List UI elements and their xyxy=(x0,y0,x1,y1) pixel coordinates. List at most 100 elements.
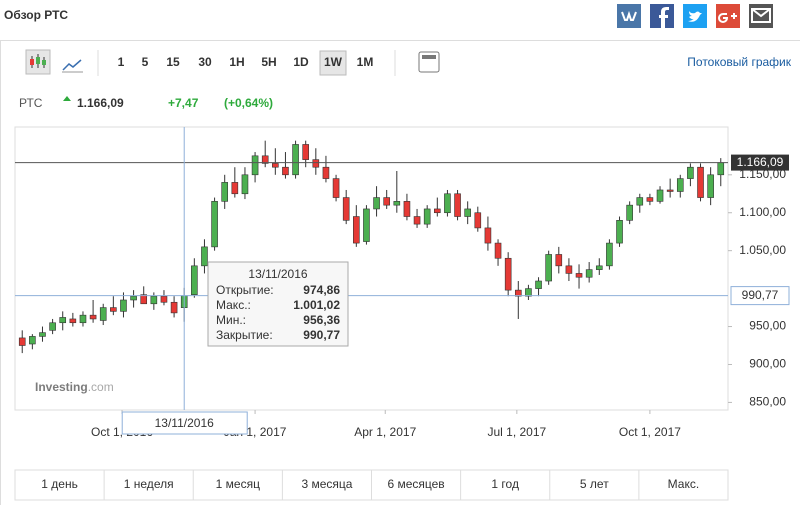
interval-button[interactable]: 1D xyxy=(293,55,309,69)
candle-body xyxy=(666,189,674,192)
range-button[interactable]: 1 день xyxy=(41,477,78,491)
share-buttons[interactable] xyxy=(617,4,773,28)
interval-button[interactable]: 5 xyxy=(142,55,149,69)
candle-body xyxy=(18,337,26,346)
candle-body xyxy=(261,155,269,164)
candle-body xyxy=(626,204,633,221)
x-tick-label: Jul 1, 2017 xyxy=(487,425,546,439)
candle-body xyxy=(29,336,36,345)
y-tick-label: 950,00 xyxy=(749,319,786,333)
candle-body xyxy=(322,166,330,179)
watermark-domain: .com xyxy=(88,380,114,394)
interval-button[interactable]: 15 xyxy=(166,55,180,69)
range-button[interactable]: 1 неделя xyxy=(124,477,174,491)
range-button[interactable]: 3 месяца xyxy=(301,477,352,491)
candle-body xyxy=(697,166,704,198)
page-title: Обзор РТС xyxy=(4,8,68,22)
candle-body xyxy=(545,254,552,282)
tooltip-value: 974,86 xyxy=(303,283,340,297)
tw-glyph xyxy=(688,11,702,22)
range-button[interactable]: Макс. xyxy=(668,477,700,491)
widget-frame xyxy=(0,40,800,505)
candle-body xyxy=(353,216,360,244)
mail-glyph-flap xyxy=(751,8,771,18)
tooltip-label: Мин.: xyxy=(216,313,246,327)
range-button[interactable]: 1 месяц xyxy=(216,477,260,491)
candle-body xyxy=(585,269,593,278)
tooltip-box xyxy=(207,261,349,347)
candle-body xyxy=(646,197,654,202)
plot-frame xyxy=(14,126,729,411)
candle-body xyxy=(494,242,502,259)
tooltip-label: Открытие: xyxy=(216,283,274,297)
candle-body xyxy=(413,216,421,225)
candle-body xyxy=(332,178,340,198)
interval-button[interactable]: 30 xyxy=(198,55,212,69)
line-type-button[interactable] xyxy=(62,59,82,71)
candle-icon-body xyxy=(42,60,46,65)
candle-body xyxy=(444,193,451,214)
candle-body xyxy=(89,314,97,320)
candle-body xyxy=(201,246,208,267)
mail-glyph xyxy=(751,8,771,23)
watermark: Investing.com xyxy=(35,380,114,394)
candle-body xyxy=(656,189,664,202)
candle-body xyxy=(191,265,198,295)
interval-button[interactable]: 1H xyxy=(229,55,244,69)
gp-glyph xyxy=(718,13,737,23)
interval-button[interactable]: 1W xyxy=(324,55,343,69)
candle-body xyxy=(464,208,471,217)
y-tick-label: 1.100,00 xyxy=(739,205,786,219)
candle-body xyxy=(59,317,67,324)
candle-body xyxy=(312,159,320,168)
candle-body xyxy=(302,144,309,160)
candle-body xyxy=(130,295,137,301)
stream-link[interactable]: Потоковый график xyxy=(687,55,791,69)
candle-body xyxy=(525,288,532,297)
candle-body xyxy=(292,144,299,176)
y-tick-label: 900,00 xyxy=(749,357,786,371)
candle-body xyxy=(403,201,411,217)
candle-body xyxy=(393,201,401,206)
change-pct: (+0,64%) xyxy=(224,96,273,110)
interval-button[interactable]: 1M xyxy=(357,55,374,69)
candle-body xyxy=(363,208,370,242)
y-tick-label: 850,00 xyxy=(749,395,786,409)
candle-icon-body xyxy=(36,57,40,64)
tooltip-label: Закрытие: xyxy=(216,328,273,342)
candle-body xyxy=(69,318,77,324)
candle-body xyxy=(687,166,694,179)
crosshair-y-label: 990,77 xyxy=(742,288,779,302)
tooltip-label: Макс.: xyxy=(216,298,251,312)
candle-body xyxy=(99,307,107,321)
candle-body xyxy=(272,163,279,168)
interval-button[interactable]: 5H xyxy=(261,55,276,69)
candle-body xyxy=(474,212,482,229)
price: 1.166,09 xyxy=(77,96,124,110)
range-button[interactable]: 1 год xyxy=(491,477,519,491)
interval-selected xyxy=(319,50,347,76)
candle-body xyxy=(49,322,56,331)
candle-body xyxy=(555,254,563,267)
candle-body xyxy=(616,220,623,244)
y-tick-label: 1.050,00 xyxy=(739,243,786,257)
tooltip-value: 956,36 xyxy=(303,313,340,327)
candle-body xyxy=(251,155,259,176)
range-button[interactable]: 5 лет xyxy=(580,477,609,491)
candle-body xyxy=(383,197,390,206)
candle-body xyxy=(221,182,229,202)
candle-body xyxy=(120,299,127,312)
candle-icon-body xyxy=(30,59,34,65)
candle-body xyxy=(484,227,492,244)
range-button[interactable]: 6 месяцев xyxy=(387,477,444,491)
candle-body xyxy=(79,314,87,324)
crosshair-x-box xyxy=(121,411,248,435)
up-arrow xyxy=(63,96,71,101)
candle-body xyxy=(342,197,350,221)
candle-body xyxy=(282,166,289,176)
candle-body xyxy=(565,265,573,274)
interval-button[interactable]: 1 xyxy=(118,55,125,69)
candle-body xyxy=(575,273,583,278)
x-tick-label: Oct 1, 2017 xyxy=(619,425,681,439)
